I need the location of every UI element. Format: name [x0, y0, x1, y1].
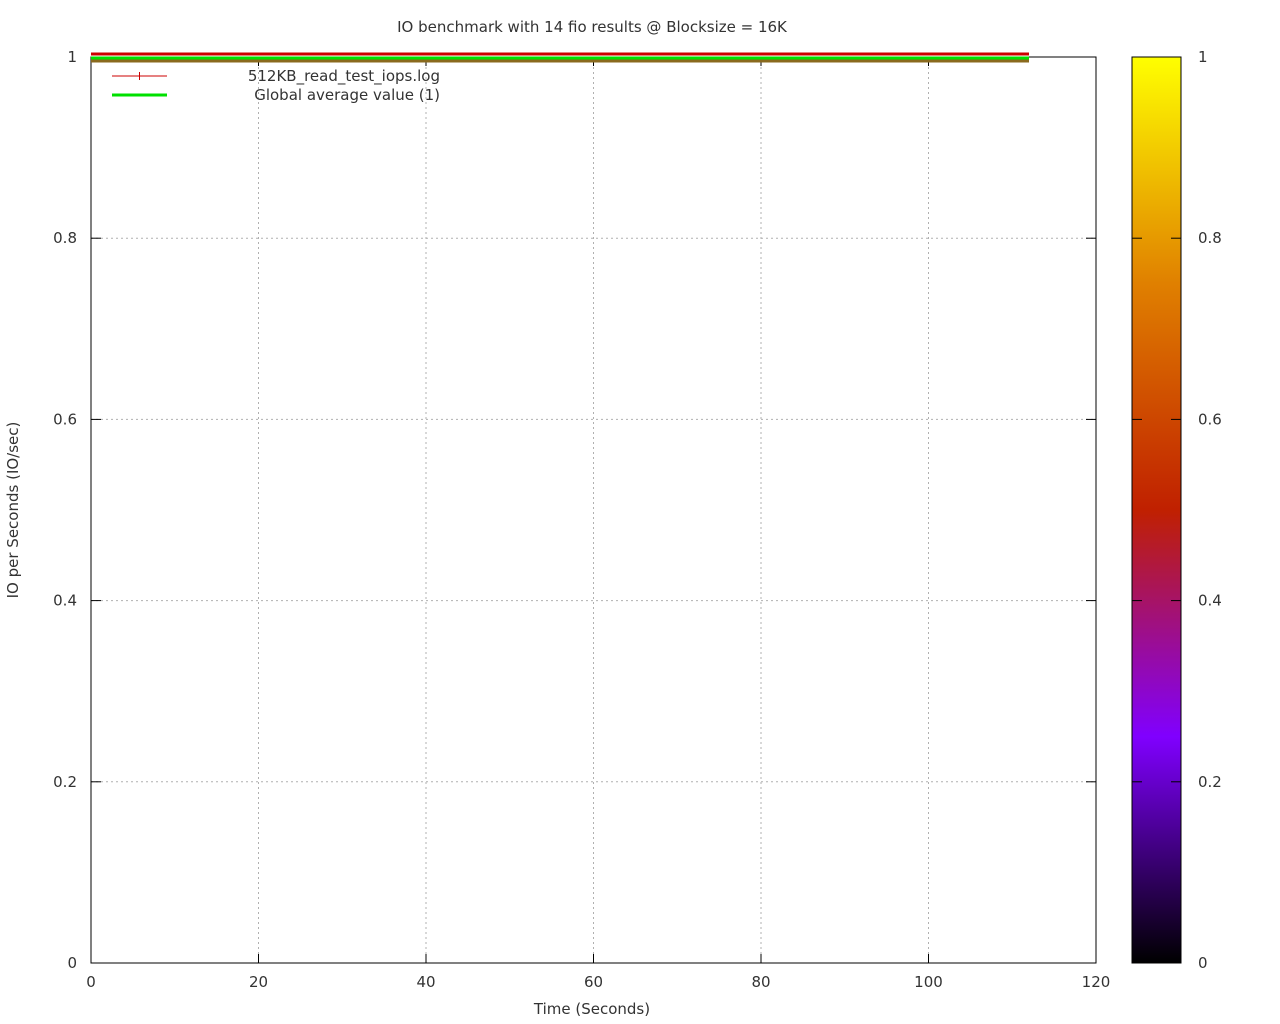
colorbar-tick-label: 0.6 [1198, 410, 1222, 428]
y-tick-label: 0.4 [53, 592, 77, 610]
colorbar-tick-label: 1 [1198, 48, 1208, 66]
legend-label-series-2: Global average value (1) [254, 86, 440, 104]
colorbar-tick-label: 0.4 [1198, 592, 1222, 610]
y-tick-label: 0.2 [53, 773, 77, 791]
colorbar: 0 0.2 0.4 0.6 0.8 1 [1131, 48, 1222, 972]
y-tick-label: 0 [67, 954, 77, 972]
x-tick-label: 100 [914, 973, 943, 991]
colorbar-gradient [1131, 56, 1182, 964]
colorbar-tick-label: 0.8 [1198, 229, 1222, 247]
y-tick-label: 0.6 [53, 410, 77, 428]
legend: 512KB_read_test_iops.log Global average … [112, 67, 440, 104]
x-tick-label: 60 [584, 973, 603, 991]
x-axis-label: Time (Seconds) [533, 1000, 650, 1018]
colorbar-ticks: 0 0.2 0.4 0.6 0.8 1 [1132, 48, 1222, 972]
chart-title: IO benchmark with 14 fio results @ Block… [397, 18, 788, 36]
grid-layer [91, 57, 1096, 963]
y-tick-label: 0.8 [53, 229, 77, 247]
tick-layer: 0 20 40 60 80 100 120 0 0.2 0.4 0.6 0.8 1 [53, 48, 1110, 991]
legend-label-series-1: 512KB_read_test_iops.log [248, 67, 440, 86]
colorbar-tick-label: 0 [1198, 954, 1208, 972]
x-tick-label: 120 [1082, 973, 1111, 991]
series-layer [91, 52, 1029, 63]
y-tick-label: 1 [67, 48, 77, 66]
y-axis-label: IO per Seconds (IO/sec) [4, 422, 22, 599]
x-tick-label: 80 [751, 973, 770, 991]
x-tick-label: 0 [86, 973, 96, 991]
colorbar-tick-label: 0.2 [1198, 773, 1222, 791]
x-tick-label: 20 [249, 973, 268, 991]
x-tick-label: 40 [416, 973, 435, 991]
